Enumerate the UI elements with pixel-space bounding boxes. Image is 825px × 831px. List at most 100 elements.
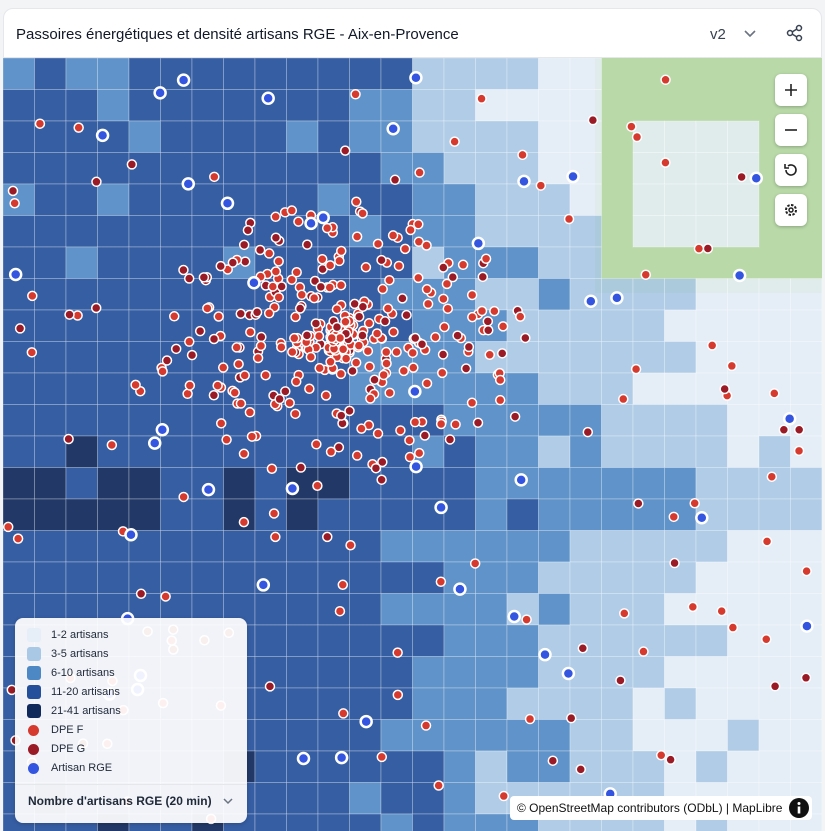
- grid-cell: [191, 498, 224, 531]
- grid-cell: [632, 467, 665, 500]
- dpe-marker: [239, 256, 251, 267]
- grid-cell: [97, 404, 130, 437]
- dpe-marker: [435, 576, 447, 588]
- dpe-marker: [669, 557, 680, 569]
- dpe-marker: [387, 230, 399, 241]
- zoom-in[interactable]: [775, 74, 807, 106]
- dpe-marker: [344, 405, 355, 417]
- grid-cell: [254, 404, 287, 437]
- dpe-marker: [242, 225, 254, 236]
- grid-cell: [790, 309, 822, 342]
- grid-cell: [34, 498, 67, 531]
- grid-cell: [475, 719, 508, 752]
- dpe-marker: [706, 340, 718, 351]
- dpe-marker: [357, 330, 368, 341]
- rge-marker: [247, 276, 261, 290]
- dpe-marker: [398, 365, 410, 377]
- grid-cell: [695, 750, 728, 783]
- dpe-marker: [660, 74, 671, 86]
- grid-cell: [191, 183, 224, 216]
- grid-cell: [128, 404, 161, 437]
- reset-view[interactable]: [775, 154, 807, 186]
- dpe-marker: [392, 647, 403, 658]
- grid-cell: [569, 498, 602, 531]
- dpe-marker: [270, 211, 281, 223]
- grid-cell: [97, 561, 130, 594]
- dpe-marker: [3, 521, 14, 533]
- grid-cell: [475, 435, 508, 468]
- dpe-marker: [689, 497, 700, 509]
- dpe-marker: [334, 605, 346, 617]
- rge-marker: [95, 128, 110, 143]
- layer-select[interactable]: Nombre d'artisans RGE (20 min): [28, 794, 212, 808]
- grid-cell: [97, 309, 130, 342]
- share-button[interactable]: [786, 24, 804, 42]
- dpe-marker: [322, 531, 333, 543]
- grid-cell: [727, 120, 760, 153]
- grid-cell: [97, 341, 130, 374]
- rge-marker: [408, 384, 422, 399]
- grid-cell: [412, 750, 445, 783]
- dpe-marker: [221, 434, 232, 445]
- dpe-marker: [255, 340, 267, 352]
- grid-cell: [506, 498, 539, 531]
- grid-cell: [632, 624, 665, 657]
- settings[interactable]: [775, 194, 807, 226]
- grid-cell: [443, 813, 476, 831]
- dpe-marker: [326, 332, 338, 344]
- grid-cell: [632, 435, 665, 468]
- grid-cell: [317, 813, 350, 831]
- grid-cell: [349, 813, 382, 831]
- dpe-marker: [311, 439, 322, 450]
- zoom-out[interactable]: [775, 114, 807, 146]
- grid-cell: [569, 372, 602, 405]
- dpe-marker: [619, 608, 630, 619]
- grid-cell: [223, 530, 256, 563]
- dpe-marker: [351, 450, 363, 461]
- grid-cell: [128, 278, 161, 311]
- dpe-marker: [469, 558, 481, 569]
- chevron: [744, 30, 756, 38]
- grid-cell: [286, 120, 319, 153]
- legend-label: 21-41 artisans: [51, 705, 121, 717]
- dpe-marker: [416, 338, 428, 350]
- dpe-marker: [436, 367, 448, 379]
- dpe-marker: [472, 417, 484, 428]
- version-select[interactable]: v2: [710, 26, 726, 43]
- grid-cell: [695, 561, 728, 594]
- grid-cell: [349, 782, 382, 815]
- dpe-marker: [638, 646, 649, 657]
- dpe-marker: [308, 292, 320, 304]
- grid-cell: [632, 719, 665, 752]
- dpe-marker: [178, 264, 189, 276]
- dpe-marker: [320, 390, 332, 401]
- dpe-marker: [793, 424, 805, 435]
- info-button[interactable]: [788, 797, 810, 819]
- grid-cell: [569, 89, 602, 122]
- dpe-marker: [631, 131, 643, 143]
- grid-cell: [65, 341, 98, 374]
- legend-item: 3-5 artisans: [27, 647, 108, 661]
- grid-cell: [3, 435, 35, 468]
- dpe-marker: [273, 292, 285, 303]
- grid-cell: [97, 215, 130, 248]
- grid-cell: [34, 215, 67, 248]
- grid-cell: [506, 89, 539, 122]
- dpe-marker: [497, 321, 509, 332]
- grid-cell: [538, 246, 571, 279]
- grid-cell: [97, 372, 130, 405]
- grid-cell: [475, 656, 508, 689]
- grid-cell: [601, 435, 634, 468]
- grid-cell: [695, 656, 728, 689]
- dpe-marker: [547, 755, 559, 766]
- dpe-marker: [194, 325, 206, 337]
- grid-cell: [790, 341, 822, 374]
- grid-cell: [286, 152, 319, 185]
- dpe-marker: [351, 231, 363, 242]
- grid-cell: [538, 341, 571, 374]
- rge-marker: [471, 236, 486, 251]
- dpe-marker: [208, 333, 220, 345]
- grid-cell: [191, 435, 224, 468]
- grid-cell: [317, 782, 350, 815]
- dpe-marker: [376, 254, 387, 266]
